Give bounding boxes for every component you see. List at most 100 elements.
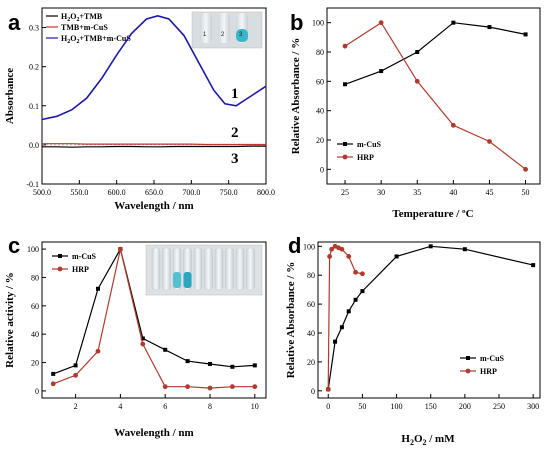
series-line-c-m-cus	[52, 247, 255, 375]
x-tick-label: 800.0	[257, 188, 275, 197]
y-tick-label: 0	[35, 387, 39, 396]
x-tick-label: 10	[251, 402, 259, 411]
y-tick-label: 0.2	[29, 63, 39, 72]
data-point	[353, 297, 358, 302]
data-point	[415, 50, 420, 54]
y-tick-label: 60	[316, 77, 324, 86]
inset-label-2: 2	[221, 32, 225, 38]
x-tick-label: 2	[74, 402, 78, 411]
data-point	[487, 25, 492, 30]
legend-a-tmb-mcus: TMB+m-CuS	[61, 23, 108, 32]
x-tick-label: 750.0	[220, 188, 238, 197]
panel-d-letter: d	[288, 233, 301, 258]
panel-d-plot: 0 50 100 150 200 250 300 0 20 40 60 80 100 m-CuS HRP	[303, 242, 539, 411]
x-tick-label: 0	[326, 402, 330, 411]
panel-b-xlabel: Temperature / ºC	[392, 208, 473, 220]
data-point	[414, 78, 420, 84]
data-point	[185, 384, 191, 390]
x-tick-label: 300	[527, 402, 539, 411]
data-point	[339, 325, 344, 330]
data-point	[394, 254, 399, 259]
y-tick-label: 100	[27, 245, 39, 254]
y-tick-label: 20	[307, 358, 315, 367]
panel-d-legend: m-CuS HRP	[460, 354, 505, 376]
data-point	[353, 269, 358, 275]
panel-b-plot: 25 30 35 40 45 50 0 20 40 60 80 100 m-CuS HRP	[312, 19, 530, 197]
data-point	[346, 309, 351, 314]
series-line-a-tmb-m-cus	[42, 143, 266, 146]
data-point	[96, 286, 100, 291]
y-tick-label: 80	[31, 273, 39, 282]
y-tick-label: 60	[31, 302, 39, 311]
y-tick-label: 40	[307, 329, 315, 338]
panel-c-inset-photo	[145, 244, 263, 296]
data-point	[329, 246, 335, 252]
panel-a-legend: H2O2+TMB TMB+m-CuS H2O2+TMB+m-CuS	[46, 12, 131, 45]
data-point	[360, 289, 365, 294]
y-tick-label: 20	[316, 136, 324, 145]
data-point	[378, 20, 384, 26]
panel-c-legend: m-CuS HRP	[52, 252, 97, 274]
data-point	[207, 385, 213, 391]
y-tick-label: 0.0	[29, 141, 39, 150]
x-tick-label: 600.0	[108, 188, 126, 197]
panel-d-frame	[317, 241, 541, 399]
x-tick-label: 500.0	[33, 188, 51, 197]
data-point	[163, 347, 168, 352]
series-line-b-m-cus	[344, 22, 526, 85]
data-point	[523, 166, 528, 172]
data-point	[346, 254, 352, 259]
y-tick-label: 20	[31, 359, 39, 368]
data-point	[51, 371, 56, 376]
data-point	[450, 122, 456, 128]
series-line-b-hrp	[344, 21, 526, 170]
data-point	[379, 69, 384, 74]
panel-b-letter: b	[290, 10, 303, 35]
data-point	[208, 361, 212, 366]
x-tick-label: 200	[459, 402, 471, 411]
data-point	[140, 336, 145, 341]
y-tick-label: 0	[320, 165, 324, 174]
data-point	[360, 271, 365, 277]
x-tick-label: 650.0	[145, 188, 163, 197]
data-point	[325, 386, 331, 392]
panel-a-plot: 500.0 550.0 600.0 650.0 700.0 750.0 800.0 -0.1 0…	[26, 14, 275, 197]
data-point	[162, 384, 168, 390]
panel-c-frame	[41, 241, 267, 399]
x-tick-label: 150	[425, 402, 437, 411]
y-tick-label: 80	[316, 48, 324, 57]
inset-label-3: 3	[239, 32, 243, 38]
x-tick-label: 8	[208, 402, 212, 411]
data-point	[50, 381, 56, 387]
data-point	[140, 341, 146, 347]
panel-a-xlabel: Wavelength / nm	[114, 200, 193, 212]
legend-entry: HRP	[357, 153, 374, 162]
data-point	[118, 246, 123, 252]
panel-d-xlabel: H2O2 / mM	[401, 433, 455, 447]
data-point	[333, 339, 338, 344]
y-tick-label: -0.1	[26, 180, 39, 189]
x-tick-label: 50	[358, 402, 366, 411]
legend-entry: HRP	[72, 265, 89, 274]
y-tick-label: 0	[311, 387, 315, 396]
data-point	[428, 244, 433, 249]
y-tick-label: 0.3	[29, 24, 39, 33]
panel-a-ylabel: Absorbance	[4, 68, 16, 124]
panel-a-inset-photo: 1 2 3	[191, 11, 263, 49]
inset-label-1: 1	[203, 32, 207, 38]
panel-a-letter: a	[8, 10, 21, 35]
curve-label-3: 3	[231, 151, 239, 167]
data-point	[230, 364, 235, 369]
y-tick-label: 100	[312, 19, 324, 28]
y-tick-label: 0.1	[29, 102, 39, 111]
legend-entry: m-CuS	[72, 252, 97, 261]
data-point	[95, 348, 101, 354]
panel-b-frame	[326, 7, 541, 185]
y-tick-label: 100	[303, 242, 315, 251]
data-point	[73, 372, 78, 378]
x-tick-label: 4	[118, 402, 122, 411]
data-point	[73, 363, 78, 368]
y-tick-label: 40	[316, 107, 324, 116]
data-point	[451, 20, 456, 25]
